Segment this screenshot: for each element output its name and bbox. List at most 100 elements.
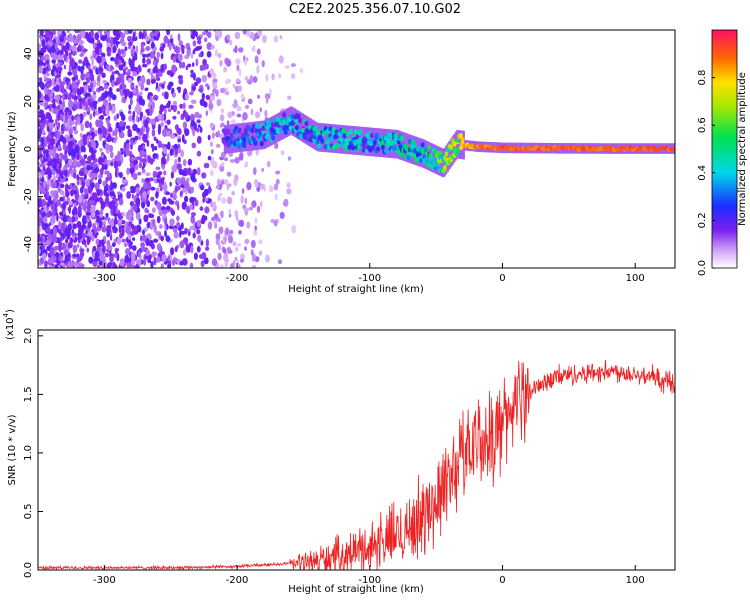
noise-speckle [134,164,139,171]
noise-speckle [279,211,285,219]
noise-speckle [229,159,236,163]
noise-speckle [163,35,169,44]
noise-speckle [224,236,227,243]
noise-speckle [74,210,78,215]
noise-speckle [108,104,113,111]
noise-speckle [123,68,126,76]
noise-speckle [84,92,88,99]
noise-speckle [98,239,103,247]
noise-speckle [109,255,114,263]
noise-speckle [41,198,46,207]
noise-speckle [63,54,67,61]
noise-speckle [218,192,223,197]
ridge-point [342,129,347,135]
noise-speckle [108,126,113,133]
noise-speckle [58,154,62,160]
noise-speckle [85,179,90,188]
noise-speckle [64,228,71,237]
noise-speckle [238,68,242,77]
noise-speckle [226,171,232,177]
noise-speckle [277,259,283,265]
noise-speckle [166,30,171,36]
noise-speckle [109,151,114,159]
noise-speckle [262,34,267,44]
noise-speckle [199,126,203,133]
noise-speckle [80,144,86,153]
noise-speckle [106,224,112,233]
noise-speckle [200,184,205,191]
noise-speckle [180,44,185,51]
noise-speckle [60,262,65,266]
noise-speckle [139,190,143,195]
noise-speckle [51,236,58,243]
noise-speckle [287,95,292,100]
noise-speckle [98,115,104,120]
noise-speckle [265,73,269,82]
noise-speckle [69,34,73,41]
noise-speckle [68,158,73,166]
noise-speckle [73,129,79,135]
noise-speckle [156,243,162,251]
noise-speckle [48,119,54,123]
ridge-halo [456,130,459,159]
noise-speckle [53,227,57,236]
noise-speckle [107,90,112,96]
noise-speckle [141,200,146,209]
noise-speckle [38,43,42,48]
noise-speckle [168,200,175,205]
noise-speckle [102,180,107,187]
noise-speckle [44,86,48,95]
spectrogram-noise [38,30,304,268]
noise-speckle [68,109,73,116]
noise-speckle [142,183,148,190]
noise-speckle [89,113,93,120]
noise-speckle [149,213,155,219]
noise-speckle [87,231,93,237]
noise-speckle [166,153,170,162]
noise-speckle [287,156,291,161]
noise-speckle [186,48,191,57]
noise-speckle [196,119,201,124]
noise-speckle [116,218,123,225]
noise-speckle [176,185,181,191]
noise-speckle [205,110,208,117]
noise-speckle [113,36,118,44]
noise-speckle [152,238,159,243]
noise-speckle [142,115,147,121]
noise-speckle [87,135,93,140]
noise-speckle [196,36,202,41]
noise-speckle [97,106,102,112]
noise-speckle [234,31,241,40]
noise-speckle [177,110,181,115]
ridge-point [282,112,287,118]
noise-speckle [104,30,107,35]
noise-speckle [170,104,174,111]
noise-speckle [176,215,180,222]
noise-speckle [69,58,75,67]
noise-speckle [82,105,86,111]
scale-base: (x10 [5,317,16,340]
noise-speckle [207,221,213,230]
noise-speckle [112,182,117,189]
noise-speckle [172,43,175,50]
noise-speckle [225,59,232,67]
noise-speckle [178,78,184,85]
noise-speckle [135,212,141,221]
noise-speckle [130,156,135,162]
noise-speckle [124,46,128,51]
noise-speckle [219,87,226,94]
ridge-point [384,148,389,154]
noise-speckle [104,216,109,221]
noise-speckle [116,237,122,245]
noise-speckle [102,140,106,148]
noise-speckle [116,88,121,92]
noise-speckle [201,92,205,100]
noise-speckle [149,51,155,59]
noise-speckle [122,61,126,67]
ridge-point [275,126,281,132]
noise-speckle [157,113,162,120]
noise-speckle [96,81,101,87]
ridge-point [294,125,300,131]
noise-speckle [192,72,196,81]
noise-speckle [170,247,175,256]
